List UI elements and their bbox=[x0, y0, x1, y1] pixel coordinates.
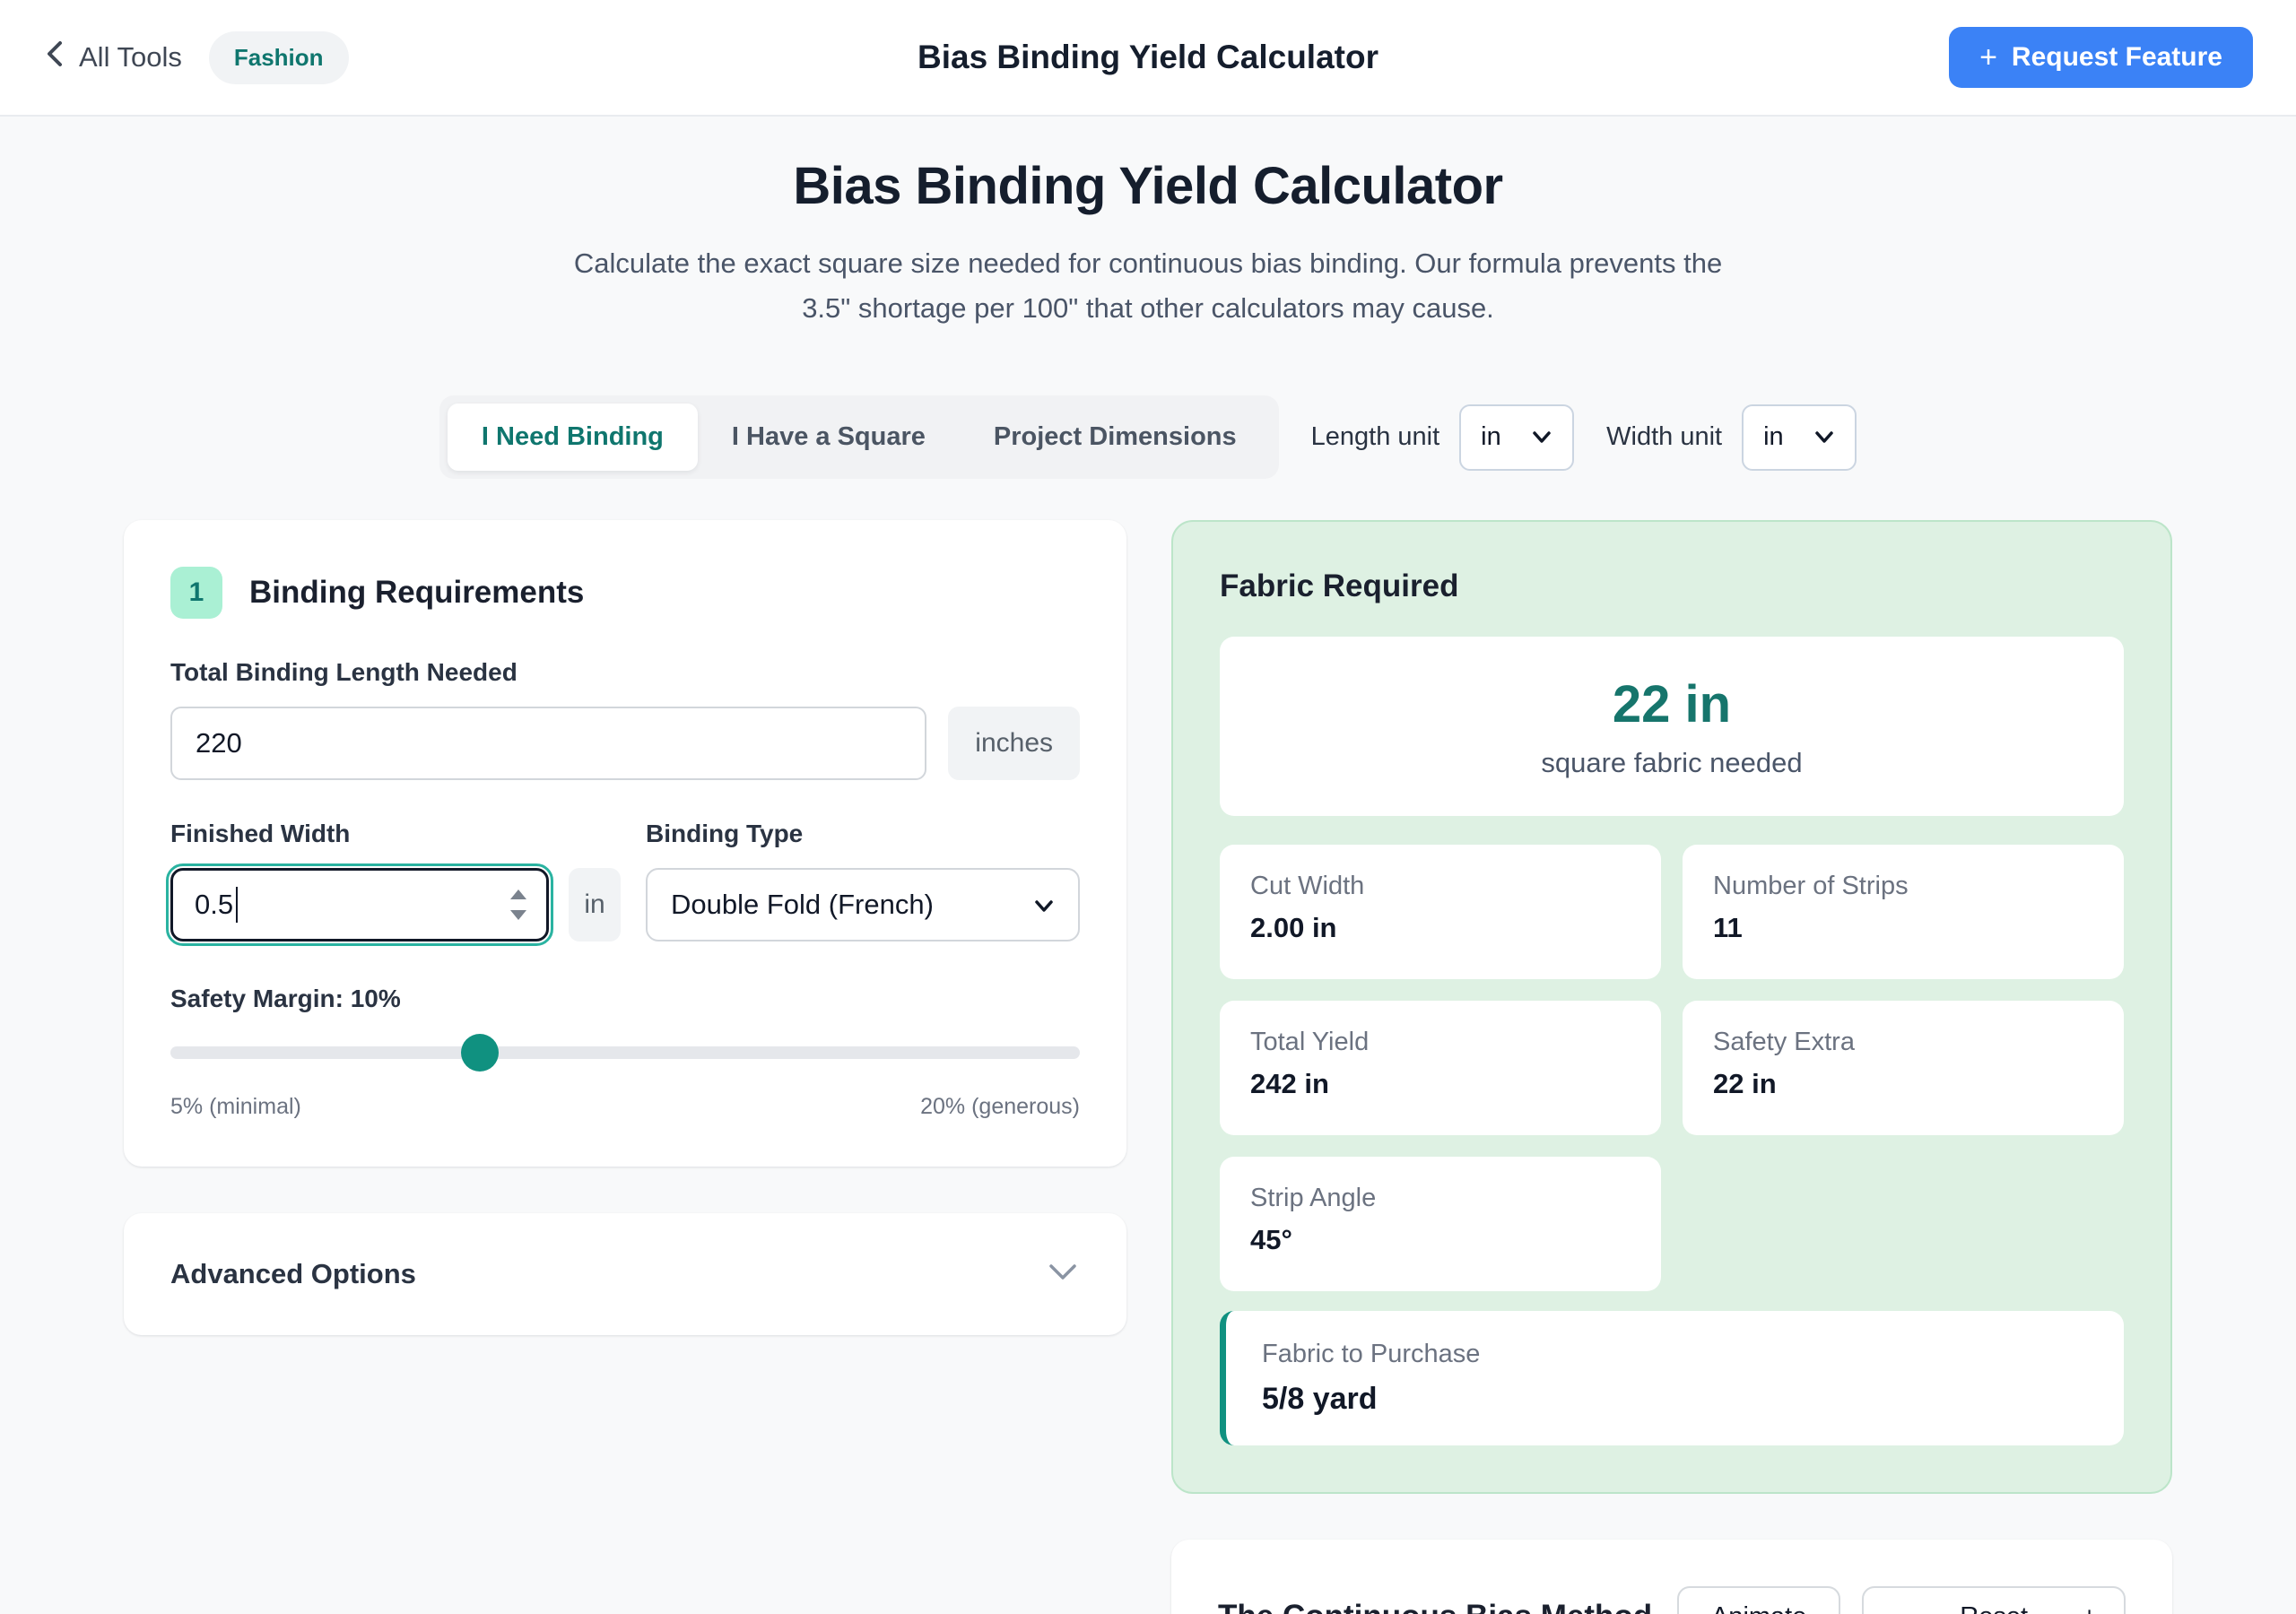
method-header: The Continuous Bias Method Animate − Res… bbox=[1218, 1586, 2126, 1614]
length-unit-group: Length unit in bbox=[1311, 404, 1575, 471]
safety-margin-slider-thumb[interactable] bbox=[460, 1034, 499, 1072]
stat-label: Number of Strips bbox=[1713, 872, 1909, 901]
total-length-input[interactable] bbox=[170, 707, 927, 781]
method-title: The Continuous Bias Method bbox=[1218, 1599, 1652, 1614]
fabric-to-purchase-box: Fabric to Purchase 5/8 yard bbox=[1220, 1311, 2124, 1446]
square-size-value: 22 in bbox=[1612, 674, 1732, 733]
binding-type-field: Binding Type Double Fold (French) bbox=[646, 820, 1080, 942]
stat-value: 22 in bbox=[1713, 1068, 1777, 1100]
stat-value: 11 bbox=[1713, 912, 1743, 944]
main-result-box: 22 in square fabric needed bbox=[1220, 637, 2124, 817]
purchase-value: 5/8 yard bbox=[1262, 1382, 1378, 1417]
finished-width-unit-suffix: in bbox=[569, 868, 621, 942]
safety-margin-slider[interactable] bbox=[170, 1033, 1080, 1072]
stat-value: 242 in bbox=[1250, 1068, 1329, 1100]
zoom-controls: − Reset + bbox=[1862, 1586, 2126, 1614]
slider-min-label: 5% (minimal) bbox=[170, 1094, 301, 1120]
page-title: Bias Binding Yield Calculator bbox=[793, 157, 1503, 215]
safety-margin-label: Safety Margin: 10% bbox=[170, 985, 401, 1013]
slider-track[interactable] bbox=[170, 1046, 1080, 1060]
binding-requirements-card: 1 Binding Requirements Total Binding Len… bbox=[124, 520, 1126, 1167]
advanced-options-toggle[interactable]: Advanced Options bbox=[124, 1213, 1126, 1336]
stat-strip-angle: Strip Angle 45° bbox=[1220, 1157, 1661, 1292]
main-content: 1 Binding Requirements Total Binding Len… bbox=[124, 520, 2172, 1614]
width-unit-label: Width unit bbox=[1606, 422, 1723, 452]
finished-width-label: Finished Width bbox=[170, 820, 351, 848]
total-length-row: inches bbox=[170, 707, 1080, 781]
stat-label: Safety Extra bbox=[1713, 1028, 1855, 1057]
tab-i-have-a-square[interactable]: I Have a Square bbox=[698, 404, 960, 471]
chevron-down-icon bbox=[1531, 422, 1552, 452]
slider-max-label: 20% (generous) bbox=[920, 1094, 1080, 1120]
slider-range-labels: 5% (minimal) 20% (generous) bbox=[170, 1094, 1080, 1120]
text-caret bbox=[236, 887, 239, 924]
width-unit-select[interactable]: in bbox=[1742, 404, 1857, 471]
stat-number-of-strips: Number of Strips 11 bbox=[1683, 845, 2124, 980]
stat-value: 45° bbox=[1250, 1224, 1292, 1256]
width-and-type-row: Finished Width 0.5 in bbox=[166, 820, 1080, 947]
page-subtitle: Calculate the exact square size needed f… bbox=[0, 241, 2296, 331]
width-unit-value: in bbox=[1763, 422, 1784, 452]
total-length-unit-suffix: inches bbox=[948, 707, 1080, 781]
back-link-label: All Tools bbox=[79, 41, 182, 73]
binding-type-value: Double Fold (French) bbox=[671, 889, 934, 921]
hero-section: Bias Binding Yield Calculator Calculate … bbox=[0, 117, 2296, 331]
length-unit-value: in bbox=[1481, 422, 1501, 452]
fabric-required-title: Fabric Required bbox=[1220, 568, 1459, 604]
mode-and-units-row: I Need Binding I Have a Square Project D… bbox=[0, 395, 2296, 480]
spinner-up-icon[interactable] bbox=[510, 889, 526, 900]
purchase-label: Fabric to Purchase bbox=[1262, 1340, 1481, 1369]
category-badge[interactable]: Fashion bbox=[208, 30, 349, 84]
tab-i-need-binding[interactable]: I Need Binding bbox=[447, 404, 698, 472]
method-controls: Animate − Reset + bbox=[1676, 1586, 2126, 1614]
length-unit-select[interactable]: in bbox=[1459, 404, 1575, 471]
zoom-in-button[interactable]: + bbox=[2055, 1588, 2124, 1614]
left-column: 1 Binding Requirements Total Binding Len… bbox=[124, 520, 1126, 1336]
subtitle-line-2: 3.5" shortage per 100" that other calcul… bbox=[802, 292, 1494, 325]
zoom-out-button[interactable]: − bbox=[1864, 1588, 1933, 1614]
finished-width-input[interactable]: 0.5 bbox=[166, 863, 553, 947]
continuous-bias-method-card: The Continuous Bias Method Animate − Res… bbox=[1171, 1540, 2172, 1614]
right-column: Fabric Required 22 in square fabric need… bbox=[1171, 520, 2172, 1614]
mode-tabs: I Need Binding I Have a Square Project D… bbox=[439, 395, 1279, 480]
section-title: Binding Requirements bbox=[249, 575, 585, 611]
window-title: Bias Binding Yield Calculator bbox=[918, 39, 1378, 75]
width-unit-group: Width unit in bbox=[1606, 404, 1857, 471]
fabric-required-card: Fabric Required 22 in square fabric need… bbox=[1171, 520, 2172, 1495]
back-to-all-tools-link[interactable]: All Tools bbox=[43, 36, 182, 79]
stat-value: 2.00 in bbox=[1250, 912, 1337, 944]
spinner-down-icon[interactable] bbox=[510, 910, 526, 921]
finished-width-field: Finished Width 0.5 in bbox=[166, 820, 624, 947]
stat-total-yield: Total Yield 242 in bbox=[1220, 1001, 1661, 1136]
request-feature-button[interactable]: + Request Feature bbox=[1949, 27, 2253, 88]
animate-button[interactable]: Animate bbox=[1676, 1586, 1841, 1614]
number-spinner bbox=[510, 871, 526, 939]
chevron-down-icon bbox=[1033, 889, 1055, 921]
top-bar: All Tools Fashion Bias Binding Yield Cal… bbox=[0, 0, 2296, 117]
advanced-options-title: Advanced Options bbox=[170, 1258, 416, 1290]
step-number-badge: 1 bbox=[170, 567, 222, 620]
section-header: 1 Binding Requirements bbox=[170, 567, 1080, 620]
stat-label: Cut Width bbox=[1250, 872, 1365, 901]
length-unit-label: Length unit bbox=[1310, 422, 1440, 452]
stat-label: Strip Angle bbox=[1250, 1184, 1377, 1213]
binding-type-select[interactable]: Double Fold (French) bbox=[646, 868, 1080, 942]
stat-cut-width: Cut Width 2.00 in bbox=[1220, 845, 1661, 980]
tab-project-dimensions[interactable]: Project Dimensions bbox=[960, 404, 1271, 471]
finished-width-value: 0.5 bbox=[195, 889, 234, 921]
request-feature-label: Request Feature bbox=[2011, 42, 2222, 72]
total-length-label: Total Binding Length Needed bbox=[170, 658, 517, 687]
reset-button[interactable]: Reset bbox=[1933, 1588, 2055, 1614]
result-stats-grid: Cut Width 2.00 in Number of Strips 11 To… bbox=[1220, 845, 2124, 1292]
chevron-left-icon bbox=[43, 36, 66, 79]
chevron-down-icon bbox=[1813, 422, 1835, 452]
square-size-caption: square fabric needed bbox=[1541, 746, 1803, 778]
stat-label: Total Yield bbox=[1250, 1028, 1370, 1057]
binding-type-label: Binding Type bbox=[646, 820, 804, 848]
chevron-down-icon bbox=[1046, 1262, 1080, 1288]
stat-safety-extra: Safety Extra 22 in bbox=[1683, 1001, 2124, 1136]
plus-icon: + bbox=[1979, 39, 1997, 74]
subtitle-line-1: Calculate the exact square size needed f… bbox=[573, 247, 1723, 279]
